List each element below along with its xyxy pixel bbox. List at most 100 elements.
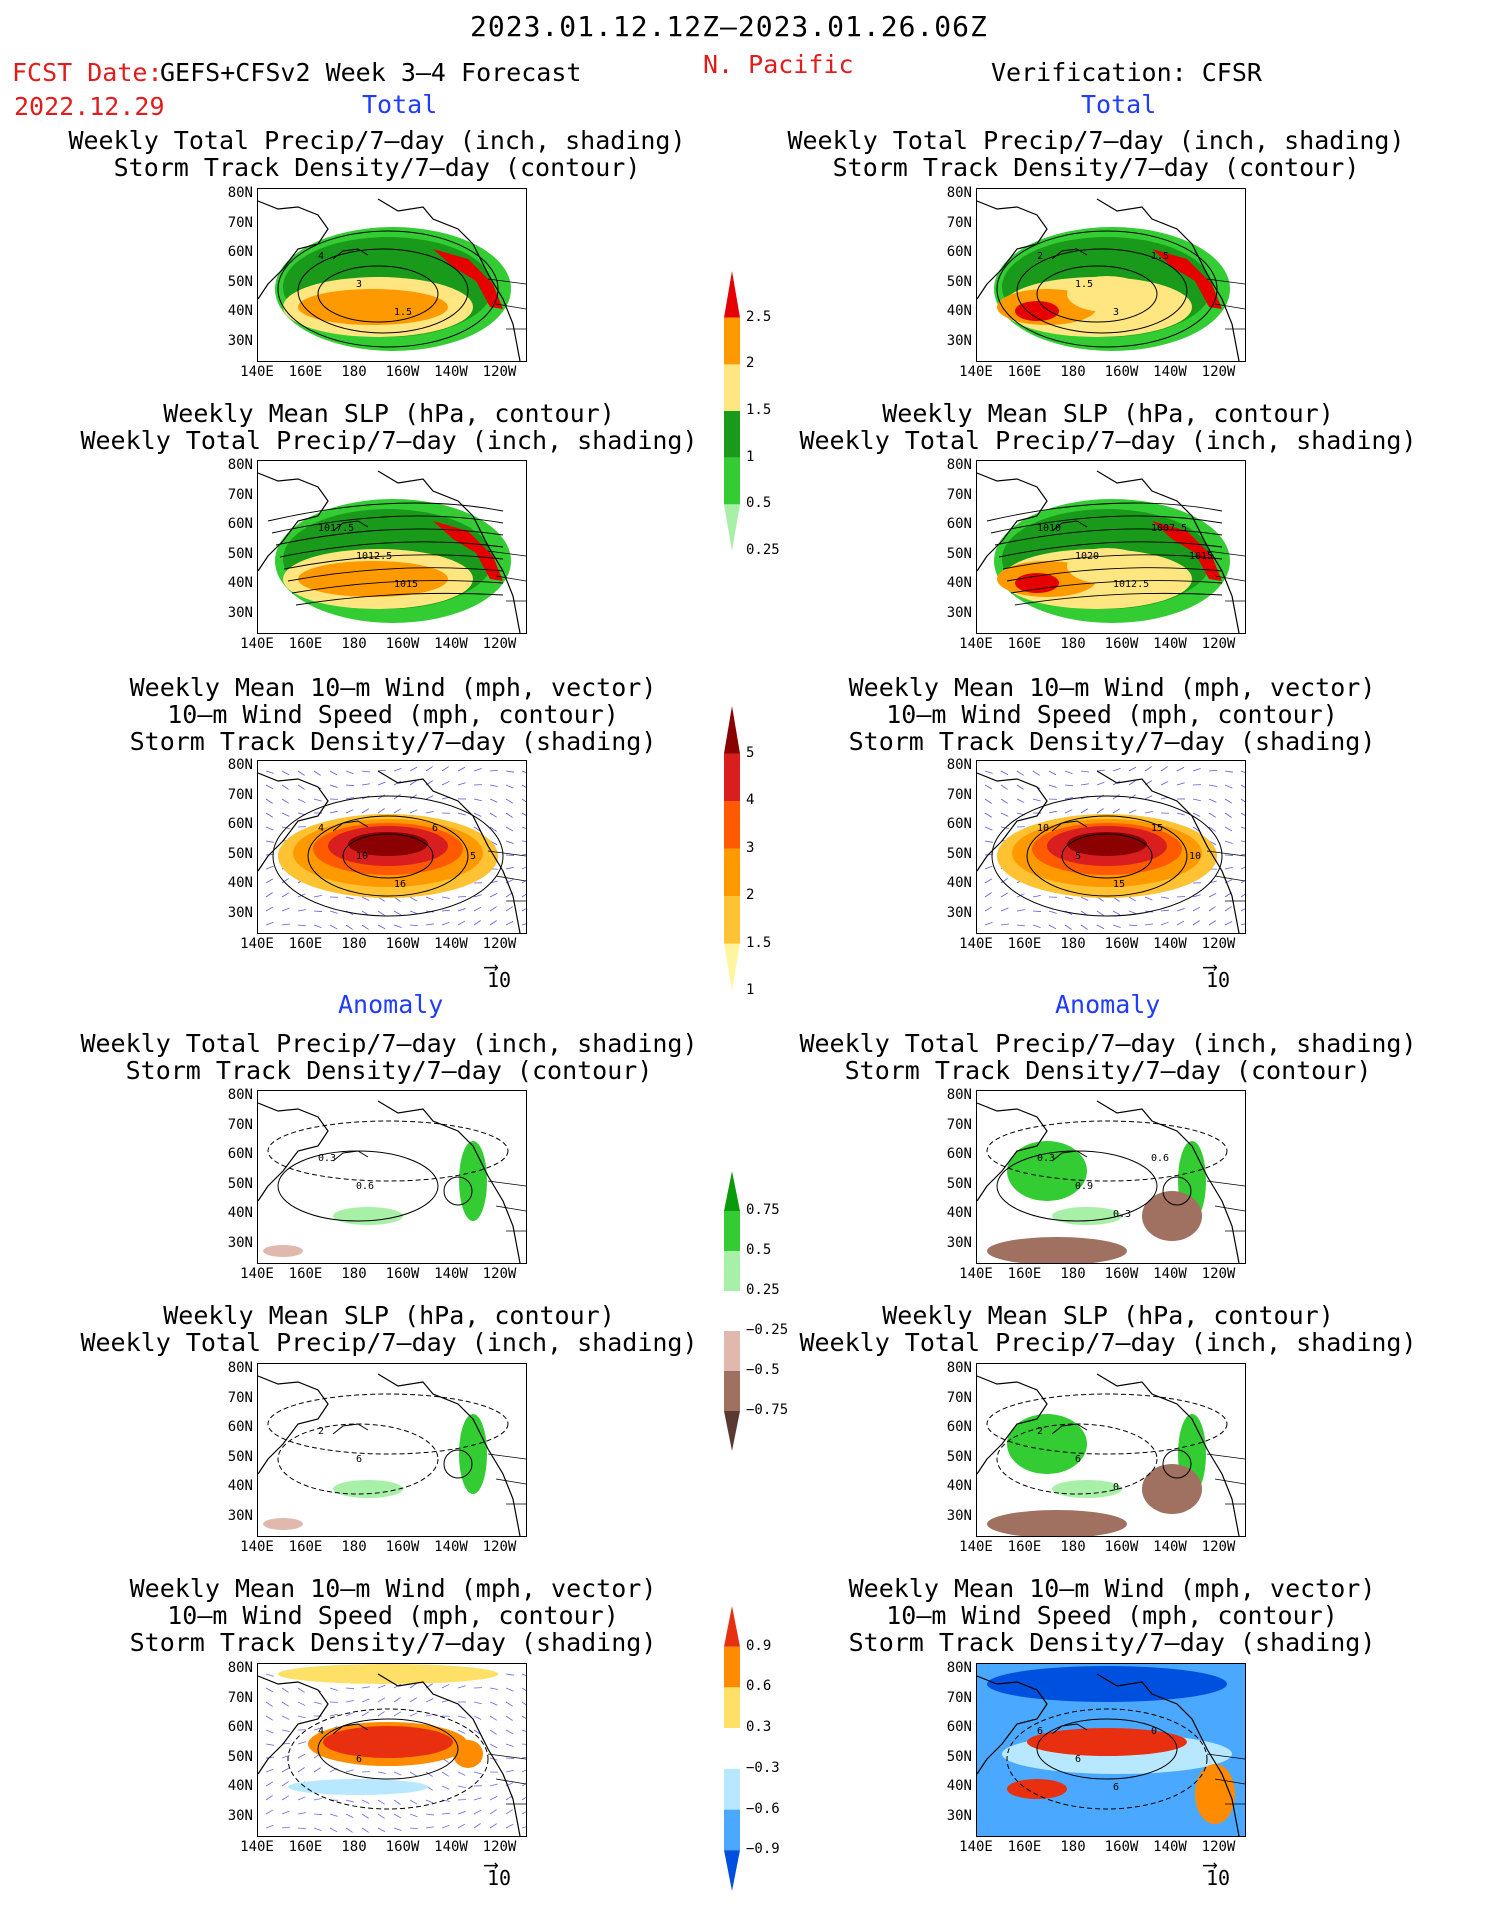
ob-anom-wind-lon-label: 180 (1060, 1839, 1086, 1855)
wind-vector (361, 1813, 369, 1819)
wind-vector (313, 1797, 322, 1801)
wind-vector (1064, 770, 1073, 775)
political-borders (487, 1180, 526, 1232)
ob-anom-precip-track-lat-label: 40N (946, 1205, 972, 1221)
wind-vector (1192, 826, 1200, 832)
wind-vector (1032, 798, 1041, 802)
wind-vector (361, 783, 370, 786)
wind-vector (505, 866, 514, 870)
wind-vector (1160, 896, 1169, 899)
fc-total-wind-title-line-3: Storm Track Density/7–day (shading) (129, 727, 657, 756)
track_total-colorbar-label: 1 (746, 982, 755, 998)
political-borders (1206, 550, 1245, 602)
wind-vector (345, 924, 353, 930)
contour-label: 6 (1113, 1782, 1119, 1793)
ob-total-slp-title-line-1: Weekly Mean SLP (hPa, contour) (882, 399, 1334, 428)
ob-anom-slp-lon-label: 140W (1153, 1539, 1187, 1555)
wind-vector (1208, 798, 1217, 803)
wind-vector (489, 784, 498, 787)
colorbar-segment (724, 1646, 740, 1688)
wind-vector (1144, 810, 1153, 814)
fc-total-wind-lon-label: 180 (341, 936, 367, 952)
fc-total-slp-lat-label: 70N (227, 486, 253, 503)
wind-vector (1144, 923, 1153, 926)
wind-vector (345, 1813, 354, 1819)
ob-anom-wind-lon-label: 140E (959, 1839, 993, 1855)
fc-anom-wind-lat-label: 40N (227, 1778, 253, 1794)
wind-vector (425, 1771, 433, 1777)
fc-total-wind-lat-label: 80N (227, 757, 253, 773)
wind-vector (377, 769, 386, 772)
fc-total-precip-track-title-line-2: Storm Track Density/7–day (contour) (113, 153, 641, 182)
contour-label: 1007.5 (1151, 523, 1187, 534)
wind-vector (1016, 784, 1024, 790)
wind-vector (1176, 896, 1186, 898)
wind-vector (521, 784, 526, 788)
fc-anom-slp-lon-label: 120W (482, 1539, 517, 1555)
political-borders (487, 550, 526, 602)
contour-label: 0 (1151, 1726, 1157, 1737)
coastline-north-america (1096, 1100, 1240, 1263)
colorbar-segment (724, 271, 740, 318)
ob-total-precip-track-lat-label: 30N (946, 332, 972, 349)
track_total-colorbar-label: 2 (746, 887, 755, 903)
contour-label: 6 (1037, 1726, 1043, 1737)
coastline-asia (977, 472, 1048, 572)
fc-total-wind-lat-label: 50N (227, 845, 253, 862)
wind-vector (521, 1687, 526, 1691)
wind-vector (505, 921, 514, 926)
wind-vector (265, 812, 273, 818)
colorbar-segment (724, 1171, 740, 1211)
political-borders (1206, 850, 1245, 902)
colorbar-segment (724, 364, 740, 411)
contour-label: 0.6 (356, 1181, 374, 1192)
contour-label: 4 (318, 251, 324, 262)
coastline-aleutians (332, 248, 369, 260)
fc-total-slp-lat-label: 60N (227, 516, 253, 532)
precip-anom-shade-coast (459, 1414, 487, 1494)
wind-vector (425, 1826, 434, 1829)
contour-label: 1015 (394, 579, 418, 590)
ob-anom-precip-track-lon-label: 140E (959, 1266, 993, 1282)
coastline-north-america (377, 1100, 521, 1263)
wind-vector (1176, 782, 1185, 786)
track-anom-shade-0.3 (278, 1664, 498, 1684)
fc-anom-wind-lon-label: 140W (434, 1839, 468, 1855)
wind-vector (297, 1753, 306, 1759)
wind-vector (489, 1823, 497, 1829)
wind-speed-contour (1026, 815, 1188, 897)
precip-anom-shade-coast (459, 1141, 487, 1221)
ob-total-slp-lon-label: 180 (1060, 636, 1086, 652)
political-borders (1206, 1180, 1245, 1232)
coastline-aleutians (1051, 1723, 1088, 1735)
colorbar-segment (724, 801, 740, 849)
wind-vector (1240, 798, 1245, 803)
wind-vector (1240, 853, 1245, 856)
track-contour (297, 248, 469, 334)
colorbar-segment (724, 1687, 740, 1729)
wind-vector (1128, 910, 1137, 915)
coastline-asia (977, 1102, 1048, 1202)
colorbar-segment (724, 848, 740, 896)
colorbar-segment (724, 753, 740, 801)
wind-speed-contour (272, 795, 504, 917)
ob-total-precip-track-lat-label: 60N (946, 244, 972, 260)
wind-vector (1224, 866, 1233, 870)
colorbar-segment (724, 317, 740, 365)
wind-vector (1000, 784, 1008, 790)
wind-speed-contour (307, 815, 469, 897)
wind-vector (1112, 924, 1121, 928)
wind-vector (1048, 810, 1057, 814)
precip-anom-neg-shade (1142, 1191, 1202, 1241)
fc-total-slp-lat-label: 80N (227, 457, 253, 473)
wind-vector (505, 1673, 514, 1676)
wind-vector (345, 784, 355, 787)
fc-total-wind-map: 4 10 16 6 5 (257, 760, 527, 934)
fc-total-precip-track-lon-label: 180 (341, 364, 367, 380)
wind-vector (425, 1813, 434, 1816)
wind-vector (489, 812, 497, 818)
track_anom-colorbar (722, 1605, 742, 1898)
ob-total-slp-title-line-2: Weekly Total Precip/7–day (inch, shading… (799, 426, 1417, 455)
anom-contour (1162, 1176, 1192, 1206)
fc-anom-slp-lon-label: 160E (288, 1539, 323, 1555)
